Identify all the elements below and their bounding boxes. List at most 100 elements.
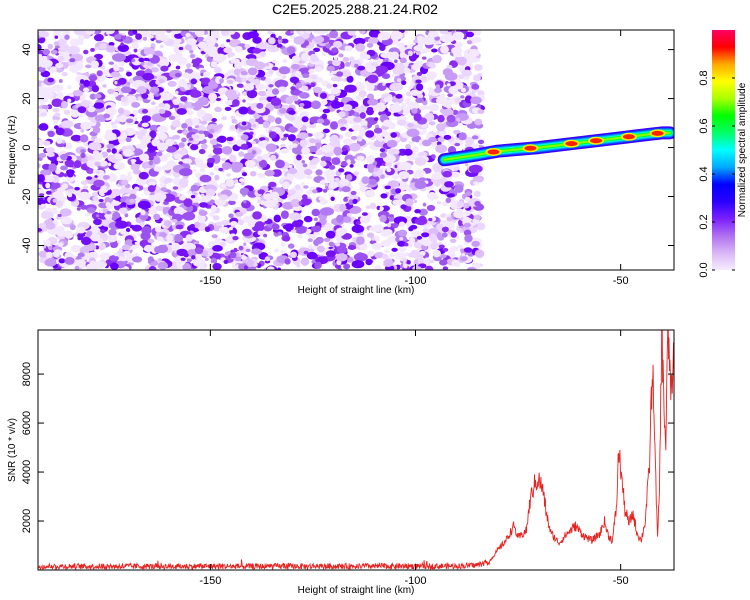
- colorbar-tick-label: 0.4: [698, 166, 710, 181]
- noise-speckle: [156, 125, 168, 133]
- noise-speckle: [369, 202, 377, 210]
- noise-speckle: [436, 223, 443, 230]
- noise-speckle: [230, 161, 244, 170]
- noise-speckle: [38, 228, 43, 232]
- noise-speckle: [199, 110, 206, 116]
- noise-speckle: [252, 36, 262, 44]
- noise-speckle: [395, 188, 401, 194]
- noise-speckle: [176, 192, 180, 197]
- noise-speckle: [40, 82, 45, 87]
- noise-speckle: [252, 123, 257, 128]
- noise-speckle: [295, 82, 303, 89]
- noise-speckle: [315, 30, 329, 35]
- noise-speckle: [356, 135, 363, 142]
- noise-speckle: [453, 129, 461, 135]
- noise-speckle: [132, 256, 143, 263]
- colorbar-tick-label: 0.2: [698, 214, 710, 229]
- snr-panel: -150 -100 -50 2000 4000 6000 8000 Height of st…: [7, 329, 675, 596]
- noise-speckle: [190, 194, 196, 199]
- noise-speckle: [52, 198, 58, 203]
- noise-speckle: [178, 161, 183, 165]
- noise-speckle: [137, 200, 151, 210]
- noise-speckle: [211, 118, 218, 122]
- noise-speckle: [183, 198, 193, 208]
- noise-speckle: [231, 118, 237, 124]
- noise-speckle: [398, 229, 408, 237]
- noise-speckle: [335, 242, 341, 247]
- noise-speckle: [379, 174, 385, 179]
- noise-speckle: [241, 121, 247, 126]
- noise-speckle: [64, 34, 70, 40]
- noise-speckle: [377, 31, 391, 41]
- noise-speckle: [335, 264, 342, 269]
- noise-speckle: [148, 265, 157, 270]
- noise-speckle: [353, 37, 366, 45]
- y-tick-label: 2000: [21, 509, 33, 533]
- noise-speckle: [106, 186, 111, 191]
- noise-speckle: [341, 186, 351, 193]
- spectrogram-frame: [37, 29, 675, 271]
- noise-speckle: [47, 77, 54, 83]
- noise-speckle: [465, 191, 472, 197]
- noise-speckle: [411, 136, 418, 142]
- noise-speckle: [438, 131, 446, 137]
- noise-speckle: [178, 142, 185, 148]
- noise-speckle: [38, 174, 45, 183]
- noise-speckle: [411, 63, 420, 71]
- noise-speckle: [206, 56, 213, 63]
- noise-speckle: [440, 34, 455, 43]
- noise-speckle: [39, 193, 45, 197]
- noise-speckle: [341, 161, 348, 167]
- noise-speckle: [313, 47, 321, 52]
- noise-speckle: [52, 107, 60, 113]
- noise-speckle: [191, 255, 196, 260]
- noise-speckle: [67, 98, 72, 103]
- noise-speckle: [105, 45, 116, 53]
- noise-speckle: [438, 244, 445, 249]
- noise-speckle: [81, 236, 92, 246]
- noise-speckle: [48, 181, 61, 190]
- noise-speckle: [472, 175, 484, 183]
- noise-speckle: [326, 175, 335, 183]
- noise-speckle: [406, 91, 412, 97]
- noise-speckle: [367, 74, 379, 84]
- noise-speckle: [458, 132, 467, 141]
- noise-speckle: [467, 40, 473, 45]
- noise-speckle: [123, 250, 131, 256]
- noise-speckle: [331, 157, 341, 166]
- noise-speckle: [273, 214, 281, 223]
- noise-speckle: [174, 72, 182, 78]
- noise-speckle: [263, 199, 276, 208]
- noise-speckle: [86, 207, 96, 213]
- signal-hotspot: [651, 130, 664, 136]
- noise-speckle: [219, 194, 228, 201]
- noise-speckle: [366, 42, 374, 48]
- noise-speckle: [137, 85, 147, 95]
- noise-speckle: [246, 102, 252, 106]
- noise-speckle: [154, 246, 163, 254]
- noise-speckle: [93, 33, 104, 42]
- noise-speckle: [409, 237, 416, 244]
- noise-speckle: [122, 149, 134, 157]
- noise-speckle: [62, 30, 71, 37]
- noise-speckle: [310, 82, 316, 88]
- noise-speckle: [405, 198, 414, 207]
- noise-speckle: [162, 164, 172, 171]
- noise-speckle: [157, 132, 168, 140]
- noise-speckle: [240, 182, 245, 186]
- noise-speckle: [133, 48, 138, 53]
- noise-speckle: [331, 47, 339, 53]
- noise-speckle: [105, 201, 111, 208]
- noise-speckle: [428, 217, 433, 222]
- noise-speckle: [301, 146, 311, 155]
- noise-speckle: [321, 51, 327, 57]
- noise-speckle: [117, 107, 125, 115]
- noise-speckle: [69, 58, 76, 63]
- noise-speckle: [108, 255, 119, 262]
- noise-speckle: [175, 90, 179, 95]
- noise-speckle: [60, 153, 68, 161]
- noise-speckle: [175, 65, 181, 70]
- noise-speckle: [95, 74, 105, 83]
- noise-speckle: [147, 155, 154, 161]
- noise-speckle: [73, 160, 82, 169]
